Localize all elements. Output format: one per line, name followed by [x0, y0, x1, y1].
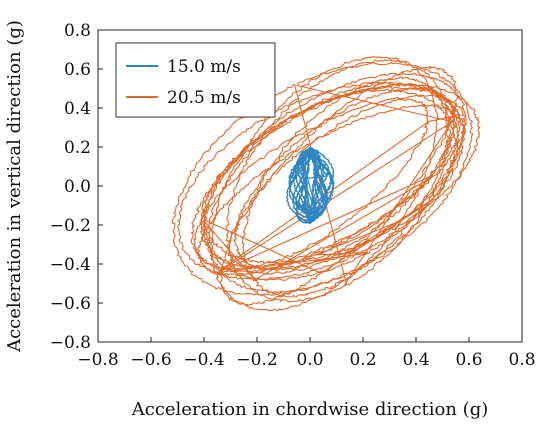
legend-box: [115, 42, 276, 118]
x-tick-label: −0.8: [77, 350, 118, 370]
y-tick-label: −0.4: [50, 255, 91, 275]
legend-label-15ms: 15.0 m/s: [167, 57, 241, 77]
y-axis-title: Acceleration in vertical direction (g): [4, 20, 25, 353]
legend: 15.0 m/s 20.5 m/s: [115, 42, 276, 118]
y-tick-label: 0.8: [64, 21, 91, 41]
x-tick-label: 0.8: [508, 350, 535, 370]
x-tick-label: −0.6: [130, 350, 171, 370]
x-tick-label: 0.6: [455, 350, 482, 370]
x-tick-label: 0.4: [402, 350, 429, 370]
y-tick-label: −0.2: [50, 216, 91, 236]
series-layer: [171, 55, 481, 312]
y-tick-label: 0.6: [64, 60, 91, 80]
x-tick-label: 0.0: [296, 350, 323, 370]
y-tick-label: 0.4: [64, 99, 91, 119]
y-tick-label: 0.2: [64, 138, 91, 158]
x-axis-title: Acceleration in chordwise direction (g): [131, 399, 489, 420]
ticks-layer: −0.8 −0.6 −0.4 −0.2 0.0 0.2 0.4 0.6 0.8 0.8 0.6 0.4…: [50, 21, 536, 370]
x-tick-label: 0.2: [349, 350, 376, 370]
legend-label-20-5ms: 20.5 m/s: [167, 88, 241, 108]
x-tick-label: −0.2: [236, 350, 277, 370]
series-line-15ms: [285, 147, 335, 224]
y-tick-label: −0.6: [50, 294, 91, 314]
y-tick-label: 0.0: [64, 177, 91, 197]
series-line-20-5ms: [171, 55, 481, 312]
x-tick-label: −0.4: [183, 350, 224, 370]
y-tick-label: −0.8: [50, 333, 91, 353]
